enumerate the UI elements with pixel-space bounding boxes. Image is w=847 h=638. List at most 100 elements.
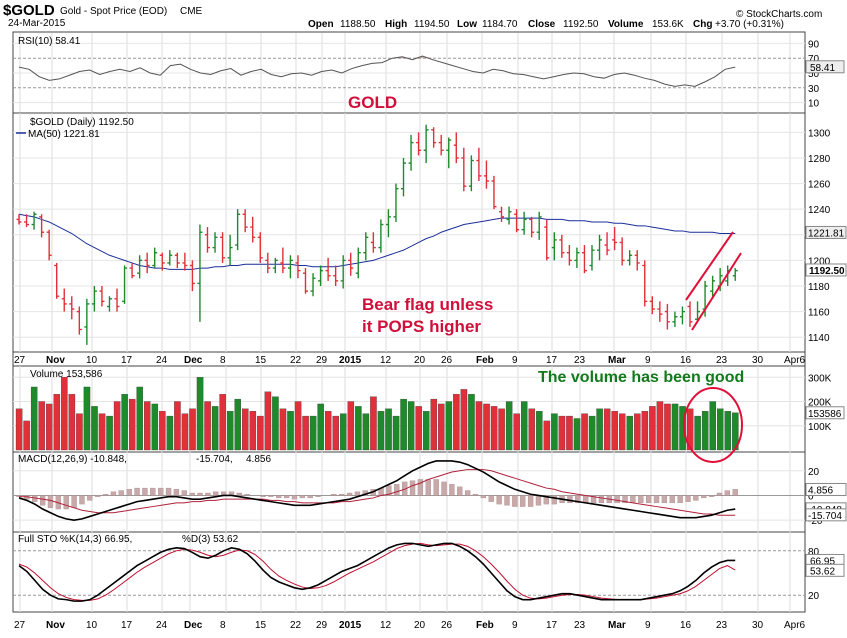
volume-bar xyxy=(174,401,181,451)
ma50-line xyxy=(18,213,736,270)
x-axis-top-label: Dec xyxy=(184,355,203,366)
volume-bar xyxy=(686,408,694,451)
chg-label: Chg xyxy=(693,19,712,30)
ma-label: MA(50) 1221.81 xyxy=(28,129,100,140)
chart-date: 24-Mar-2015 xyxy=(8,18,66,29)
macd-histogram-bar xyxy=(118,490,124,496)
x-axis-top-label: 27 xyxy=(14,355,26,366)
price-tick-label: 1240 xyxy=(808,205,831,216)
macd-histogram-bar xyxy=(95,495,101,497)
macd-histogram-bar xyxy=(677,495,683,504)
volume-bar xyxy=(226,411,234,451)
macd-histogram-bar xyxy=(102,494,109,496)
stockcharts-watermark: © StockCharts.com xyxy=(736,9,822,20)
x-axis-bottom-label: 30 xyxy=(752,620,764,631)
price-tick-label: 1280 xyxy=(808,154,831,165)
x-axis-top-label: 29 xyxy=(316,355,328,366)
x-axis-top-label: 2015 xyxy=(339,355,362,366)
macd-histogram-bar xyxy=(598,495,605,504)
macd-label: MACD(12,26,9) -10.848, xyxy=(18,454,127,465)
volume-bar xyxy=(144,401,151,451)
macd-tick-label: -20 xyxy=(808,516,823,527)
volume-bar xyxy=(181,413,189,451)
macd-histogram-bar xyxy=(331,494,337,496)
macd-histogram-bar xyxy=(150,487,156,496)
volume-bar xyxy=(53,394,61,451)
volume-bar xyxy=(196,377,204,451)
volume-bar xyxy=(505,401,513,451)
volume-bar xyxy=(679,406,686,451)
instrument-name: Gold - Spot Price (EOD) xyxy=(60,6,167,17)
volume-bar xyxy=(340,413,347,451)
volume-bar xyxy=(219,394,226,451)
x-axis-bottom-label: Mar xyxy=(608,620,626,631)
volume-bar xyxy=(588,415,596,451)
volume-bar xyxy=(113,401,121,451)
macd-histogram-bar xyxy=(535,495,542,506)
close-value: 1192.50 xyxy=(563,19,599,30)
x-axis-top-label: 9 xyxy=(645,355,651,366)
rsi-label: RSI(10) 58.41 xyxy=(18,36,81,47)
macd-histogram-bar xyxy=(669,495,675,504)
macd-histogram-bar xyxy=(425,479,431,496)
low-value: 1184.70 xyxy=(482,19,518,30)
rsi-tick-label: 90 xyxy=(808,39,820,50)
macd-histogram-bar xyxy=(339,494,345,496)
volume-bar xyxy=(717,408,724,451)
volume-bar xyxy=(264,391,272,451)
price-panel: 130012801260124012201200118011601140$GOL… xyxy=(13,113,847,352)
volume-label: Volume 153,586 xyxy=(30,369,103,380)
price-value-label: 1192.50 xyxy=(809,266,845,277)
macd-histogram-bar xyxy=(181,490,187,496)
volume-bar xyxy=(189,408,196,451)
x-axis-bottom-label: 15 xyxy=(255,620,267,631)
ma-value-label: 1221.81 xyxy=(808,228,845,239)
rsi-line xyxy=(18,55,736,87)
volume-bar xyxy=(656,401,664,451)
macd-tick-label: 20 xyxy=(808,467,820,478)
macd-histogram-bar xyxy=(724,490,731,496)
volume-bar xyxy=(468,394,475,451)
low-label: Low xyxy=(457,19,477,30)
macd-histogram-bar xyxy=(708,495,715,497)
x-axis-top-label: 20 xyxy=(414,355,426,366)
macd-histogram-bar xyxy=(213,491,219,496)
volume-bar xyxy=(106,415,113,451)
x-axis-bottom-label: Apr6 xyxy=(784,620,806,631)
macd-histogram-bar xyxy=(630,495,636,504)
macd-histogram-bar xyxy=(394,484,400,496)
macd-histogram-bar xyxy=(158,487,164,496)
macd-histogram-bar xyxy=(142,487,148,496)
volume-bar xyxy=(483,403,490,451)
volume-bar xyxy=(317,403,324,451)
x-axis-bottom-label: 23 xyxy=(574,620,586,631)
volume-bar xyxy=(91,406,98,451)
volume-bar xyxy=(596,408,603,451)
volume-highlight-circle xyxy=(683,387,743,463)
macd-histogram-bar xyxy=(567,495,573,504)
x-axis-bottom-label: Dec xyxy=(184,620,203,631)
volume-bar xyxy=(513,413,520,451)
x-axis-top-label: 17 xyxy=(121,355,133,366)
macd-histogram-bar xyxy=(732,489,738,496)
volume-bar xyxy=(279,408,287,451)
volume-bar xyxy=(98,413,106,451)
macd-histogram-bar xyxy=(622,495,628,504)
volume-bar xyxy=(641,411,649,451)
macd-histogram-bar xyxy=(189,492,195,496)
volume-bar xyxy=(309,415,317,451)
x-axis-bottom-label: 29 xyxy=(316,620,328,631)
x-axis-top-label: Apr6 xyxy=(784,355,806,366)
date-axes: 27 Nov 10 17 24 Dec 8 15 22 29 2015 12 20 26 Feb 9 17 23 M… xyxy=(14,355,806,631)
macd-histogram-bar xyxy=(520,495,526,507)
x-axis-top-label: 9 xyxy=(512,355,518,366)
macd-histogram-bar xyxy=(449,484,455,496)
x-axis-bottom-label: 10 xyxy=(86,620,98,631)
macd-histogram-bar xyxy=(693,495,699,501)
x-axis-bottom-label: 22 xyxy=(290,620,302,631)
macd-histogram-bar xyxy=(260,495,266,497)
volume-bar xyxy=(38,401,45,451)
volume-bar xyxy=(618,413,626,451)
volume-bar xyxy=(543,420,551,451)
volume-bar xyxy=(23,420,30,451)
